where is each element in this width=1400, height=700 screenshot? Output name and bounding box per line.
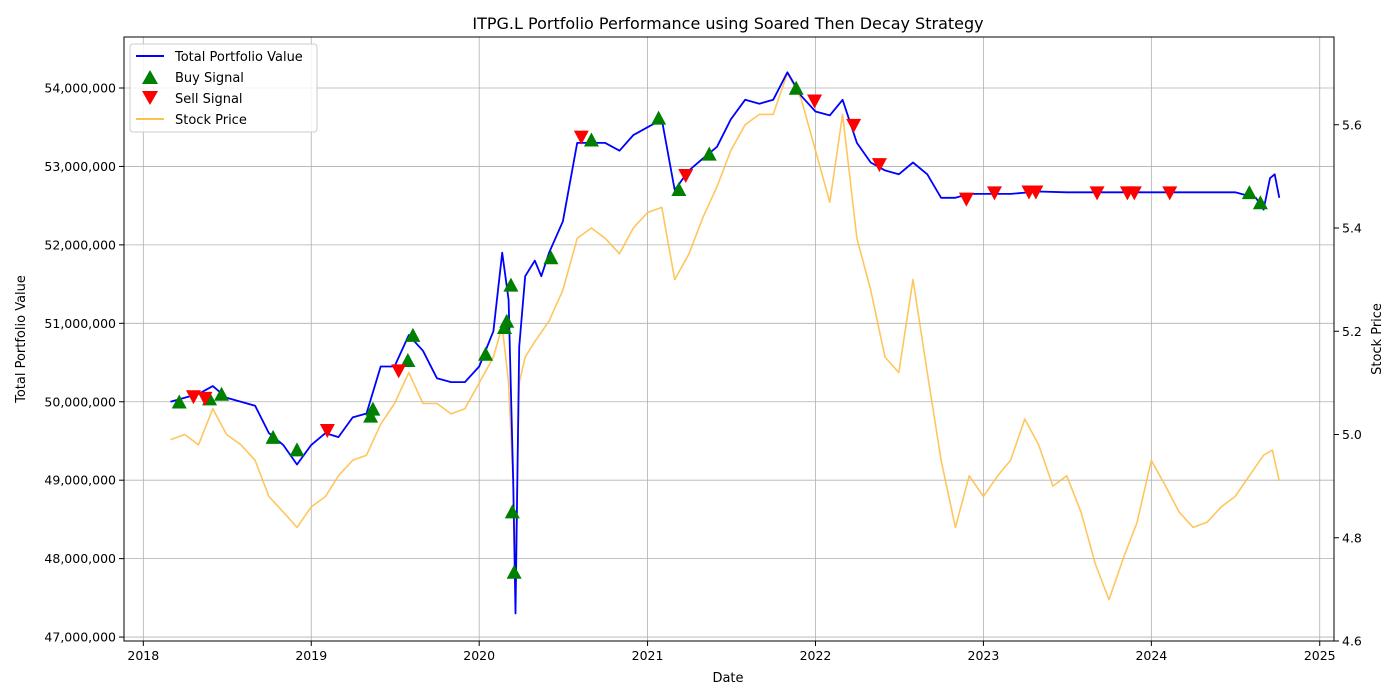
legend-portfolio-label: Total Portfolio Value xyxy=(174,50,303,65)
grid xyxy=(124,37,1334,641)
y-axis-left-label: Total Portfolio Value xyxy=(14,275,29,404)
stock-price-series xyxy=(170,72,1281,601)
x-tick-label: 2025 xyxy=(1304,648,1336,663)
y-right-tick-label: 5.4 xyxy=(1342,221,1362,236)
buy-signal-marker xyxy=(1252,195,1268,210)
buy-signal-marker xyxy=(405,327,421,342)
buy-signal-marker xyxy=(499,313,515,328)
sell-signal-marker xyxy=(1162,186,1178,201)
sell-signal-marker xyxy=(319,423,335,438)
y-axis-right-label: Stock Price xyxy=(1370,303,1385,375)
y-left-tick-label: 51,000,000 xyxy=(44,316,116,331)
sell-signal-marker xyxy=(1126,186,1142,201)
plot-frame xyxy=(123,36,1335,642)
x-tick-label: 2024 xyxy=(1135,648,1167,663)
y-right-tick-label: 5.2 xyxy=(1342,324,1362,339)
signal-markers xyxy=(171,80,1268,579)
legend-buy-swatch xyxy=(142,70,158,84)
legend-box xyxy=(129,43,318,133)
buy-signal-marker xyxy=(171,394,187,409)
x-tick-label: 2023 xyxy=(968,648,1000,663)
x-tick-label: 2020 xyxy=(463,648,495,663)
x-tick-label: 2022 xyxy=(800,648,832,663)
buy-signal-marker xyxy=(1241,185,1257,200)
buy-signal-marker xyxy=(504,504,520,519)
sell-signal-marker xyxy=(1089,186,1105,201)
sell-signal-marker xyxy=(197,391,213,406)
sell-signal-marker xyxy=(573,130,589,145)
y-axis-right-ticks: 4.6 4.8 5.0 5.2 5.4 5.6 xyxy=(1334,117,1362,649)
buy-signal-marker xyxy=(478,346,494,361)
y-left-tick-label: 49,000,000 xyxy=(44,473,116,488)
portfolio-value-line xyxy=(170,71,1281,615)
legend-sell-swatch xyxy=(142,91,158,105)
buy-signal-marker xyxy=(214,386,230,401)
y-right-tick-label: 5.6 xyxy=(1342,117,1362,132)
buy-signal-marker xyxy=(701,146,717,161)
chart-title: ITPG.L Portfolio Performance using Soare… xyxy=(472,14,983,33)
legend-price-label: Stock Price xyxy=(175,113,247,128)
y-right-tick-label: 4.8 xyxy=(1342,530,1362,545)
sell-signal-marker xyxy=(807,94,823,109)
y-axis-left-ticks: 47,000,000 48,000,000 49,000,000 50,000,000… xyxy=(44,80,124,645)
y-left-tick-label: 48,000,000 xyxy=(44,551,116,566)
buy-signal-marker xyxy=(289,442,305,457)
sell-signal-marker xyxy=(846,118,862,133)
buy-signal-marker xyxy=(543,250,559,265)
y-right-tick-label: 5.0 xyxy=(1342,427,1362,442)
buy-signal-marker xyxy=(583,132,599,147)
y-left-tick-label: 47,000,000 xyxy=(44,630,116,645)
x-tick-label: 2021 xyxy=(632,648,664,663)
legend-sell-label: Sell Signal xyxy=(175,92,243,107)
x-axis-label: Date xyxy=(712,671,743,686)
sell-signal-marker xyxy=(1028,185,1044,200)
y-left-tick-label: 52,000,000 xyxy=(44,237,116,252)
y-left-tick-label: 50,000,000 xyxy=(44,394,116,409)
x-tick-label: 2018 xyxy=(127,648,159,663)
buy-signal-marker xyxy=(671,181,687,196)
buy-signal-marker xyxy=(265,429,281,444)
portfolio-value-series xyxy=(170,71,1281,615)
sell-signal-marker xyxy=(185,390,201,405)
buy-signal-marker xyxy=(506,564,522,579)
buy-signal-marker xyxy=(788,80,804,95)
buy-signal-marker xyxy=(651,110,667,125)
stock-price-line xyxy=(170,72,1281,601)
y-left-tick-label: 54,000,000 xyxy=(44,80,116,95)
y-right-tick-label: 4.6 xyxy=(1342,634,1362,649)
buy-signal-marker xyxy=(363,408,379,423)
y-left-tick-label: 53,000,000 xyxy=(44,159,116,174)
sell-signal-marker xyxy=(986,186,1002,201)
sell-signal-marker xyxy=(391,364,407,379)
legend-buy-label: Buy Signal xyxy=(175,71,244,86)
x-axis-ticks: 2018 2019 2020 2021 2022 2023 2024 2025 xyxy=(127,641,1336,663)
legend: Total Portfolio Value Buy Signal Sell Si… xyxy=(129,43,318,133)
sell-signal-marker xyxy=(958,192,974,207)
x-tick-label: 2019 xyxy=(295,648,327,663)
sell-signal-marker xyxy=(678,169,694,184)
sell-signal-marker xyxy=(871,158,887,173)
buy-signal-marker xyxy=(400,352,416,367)
buy-signal-marker xyxy=(503,277,519,292)
